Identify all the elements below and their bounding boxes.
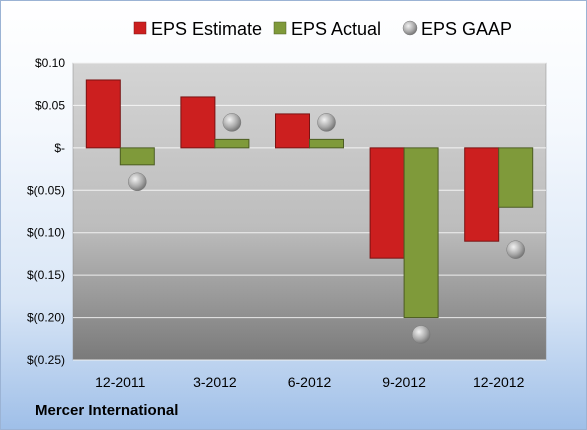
bar-eps-estimate [275, 113, 310, 149]
marker-eps-gaap [317, 113, 336, 132]
markers [128, 113, 525, 344]
bar-eps-actual [403, 147, 439, 319]
marker-eps-gaap [411, 325, 431, 344]
legend-swatch [133, 21, 147, 35]
y-tick-label: $- [54, 141, 65, 155]
bar-eps-estimate [464, 147, 500, 242]
x-axis: 12-2011 3-2012 6-2012 9-2012 12-2012 [95, 374, 524, 390]
marker-eps-gaap [222, 113, 242, 132]
legend-label: EPS Estimate [151, 19, 262, 39]
grid [73, 62, 546, 361]
x-tick-label: 6-2012 [288, 374, 332, 390]
x-tick-label: 12-2012 [473, 374, 525, 390]
legend-swatch [402, 20, 418, 36]
legend: EPS Estimate EPS Actual EPS GAAP [133, 19, 512, 39]
bars [85, 79, 534, 319]
y-axis: $0.10 $0.05 $- $(0.05) $(0.10) $(0.15) $(0.20)… [27, 56, 65, 367]
bar-eps-actual [309, 138, 344, 149]
bar-eps-actual [214, 138, 250, 149]
y-tick-label: $(0.10) [27, 226, 65, 240]
y-tick-label: $0.10 [35, 56, 65, 70]
bar-eps-estimate [85, 79, 121, 149]
legend-label: EPS Actual [291, 19, 381, 39]
y-tick-label: $(0.25) [27, 353, 65, 367]
y-tick-label: $(0.15) [27, 268, 65, 282]
y-tick-label: $(0.05) [27, 183, 65, 197]
bar-eps-estimate [180, 96, 216, 149]
bar-eps-estimate [369, 147, 405, 259]
y-tick-label: $(0.20) [27, 311, 65, 325]
x-tick-label: 9-2012 [382, 374, 426, 390]
company-name: Mercer International [35, 402, 179, 419]
legend-label: EPS GAAP [421, 19, 512, 39]
y-tick-label: $0.05 [35, 98, 65, 112]
x-tick-label: 12-2011 [95, 374, 146, 390]
marker-eps-gaap [128, 172, 147, 192]
marker-eps-gaap [506, 240, 525, 259]
x-tick-label: 3-2012 [193, 374, 237, 390]
bar-eps-actual [119, 147, 155, 166]
bar-eps-actual [498, 147, 534, 208]
legend-swatch [273, 21, 287, 35]
